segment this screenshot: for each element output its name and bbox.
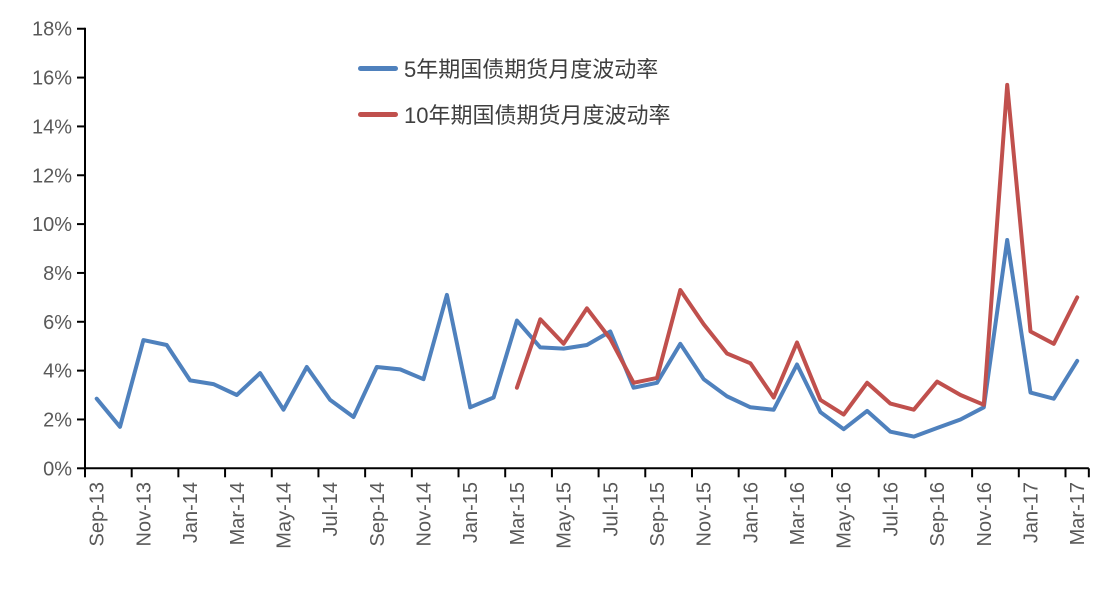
x-axis-tick-label: Nov-14 [414, 482, 436, 546]
y-axis-tick-label: 2% [43, 409, 72, 431]
legend-line-swatch-5y [358, 65, 398, 71]
x-axis-tick-label: Jan-15 [460, 482, 482, 543]
x-axis-tick-label: Jul-16 [880, 482, 902, 536]
x-axis-tick-label: May-15 [554, 482, 576, 549]
x-axis-tick-label: Jul-14 [320, 482, 342, 536]
x-axis-tick-label: Nov-16 [974, 482, 996, 546]
legend-item-5y: 5年期国债期货月度波动率 [358, 45, 670, 91]
x-axis-tick-label: Mar-16 [787, 482, 809, 545]
legend-label-5y: 5年期国债期货月度波动率 [404, 57, 659, 82]
y-axis-tick-label: 6% [43, 312, 72, 334]
x-axis-tick-label: Sep-16 [927, 482, 949, 547]
legend-line-swatch-10y [358, 111, 398, 117]
y-axis-tick-label: 8% [43, 263, 72, 285]
y-axis-tick-label: 4% [43, 361, 72, 383]
x-axis-tick-label: Mar-17 [1067, 482, 1089, 545]
legend-item-10y: 10年期国债期货月度波动率 [358, 91, 670, 137]
y-axis-tick-label: 0% [43, 458, 72, 480]
y-axis-tick-label: 14% [32, 116, 72, 138]
series-line-5y [94, 238, 1080, 439]
series-line-10y [514, 82, 1080, 417]
x-axis-tick-label: Mar-14 [227, 482, 249, 545]
x-axis-tick-label: Jan-14 [180, 482, 202, 543]
x-axis-tick-label: May-14 [273, 482, 295, 549]
y-axis-tick-label: 18% [32, 19, 72, 41]
x-axis-tick-label: Sep-13 [87, 482, 109, 547]
x-axis-tick-label: Jan-17 [1021, 482, 1043, 543]
x-axis-tick-label: Nov-15 [694, 482, 716, 546]
x-axis-tick-label: Jan-16 [740, 482, 762, 543]
y-axis-tick-label: 12% [32, 165, 72, 187]
x-axis-tick-label: Mar-15 [507, 482, 529, 545]
x-axis-tick-label: May-16 [834, 482, 856, 549]
y-axis-tick-label: 10% [32, 214, 72, 236]
x-axis-tick-label: Jul-15 [600, 482, 622, 536]
x-axis-tick-label: Sep-15 [647, 482, 669, 547]
x-axis-tick-label: Sep-14 [367, 482, 389, 547]
legend-label-10y: 10年期国债期货月度波动率 [404, 103, 671, 128]
x-axis-tick-label: Nov-13 [133, 482, 155, 546]
y-axis-tick-label: 16% [32, 68, 72, 90]
chart-legend: 5年期国债期货月度波动率 10年期国债期货月度波动率 [358, 45, 670, 137]
